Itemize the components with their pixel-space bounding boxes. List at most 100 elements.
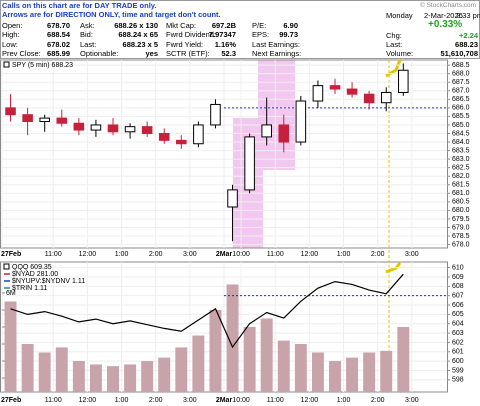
y-tick-label: 610 [452, 264, 464, 271]
x-tick-label: 27Feb [1, 251, 21, 258]
y-tick-label: 598 [452, 377, 464, 384]
quote-label: Ask: [80, 21, 95, 30]
candle-body [398, 69, 409, 93]
y-tick-label: 681.0 [452, 190, 470, 197]
candle-body [244, 136, 255, 191]
summary-label: Volume: [386, 49, 414, 58]
volume-bar [226, 284, 239, 392]
y-tick-label: 606 [452, 302, 464, 309]
y-tick-label: 601 [452, 349, 464, 356]
volume-bar [363, 352, 376, 392]
quote-value: 688.54 [47, 30, 70, 40]
x-tick-label: 11:00 [45, 397, 62, 404]
volume-bar [158, 357, 171, 392]
candle-body [278, 124, 290, 143]
quote-value: 678.02 [47, 39, 70, 49]
y-tick-label: 684.5 [452, 130, 470, 137]
y-tick-label: 607 [452, 293, 464, 300]
volume-bar [294, 344, 307, 392]
legend-swatch [3, 61, 10, 68]
y-tick-label: 687.5 [452, 79, 470, 86]
summary-label: Chg: [386, 31, 402, 40]
quote-value: 697.2B [211, 21, 236, 30]
y-tick-label: 605 [452, 311, 464, 318]
candle-body [261, 124, 272, 138]
volume-bar [243, 327, 256, 392]
candle-body [210, 103, 221, 126]
volume-bar [38, 352, 51, 392]
x-tick-label: 2Mar [216, 397, 233, 404]
y-tick-label: 600 [452, 358, 464, 365]
y-tick-label: 599 [452, 367, 464, 374]
y-tick-label: 687.0 [452, 88, 470, 95]
volume-bar [175, 347, 188, 392]
volume-bar [209, 309, 222, 392]
y-tick-label: 685.5 [452, 113, 470, 120]
quote-label: Low: [2, 39, 18, 49]
x-tick-label: 3:00 [183, 397, 197, 404]
x-tick-label: 11:00 [267, 397, 284, 404]
volume-bar [107, 366, 119, 392]
y-tick-label: 678.5 [452, 233, 470, 240]
quote-value: 1.16% [214, 39, 236, 49]
legend-label: $NYUPV:$NYDNV 1.11 [12, 278, 85, 285]
candle-body [312, 85, 324, 102]
y-tick-label: 682.5 [452, 165, 470, 172]
volume-bar [192, 335, 205, 392]
x-tick-label: 11:00 [45, 251, 62, 258]
quote-value: 688.24 x 65 [118, 30, 158, 40]
y-tick-label: 680.5 [452, 199, 470, 206]
quote-label: Last Earnings: [252, 39, 300, 49]
x-tick-label: 1:00 [115, 251, 129, 258]
volume-bar [89, 364, 102, 392]
legend-label: $NYAD 281.00 [12, 271, 58, 278]
x-tick-label: 12:00 [79, 251, 97, 258]
volume-bar [55, 347, 68, 392]
y2-tick-label: 6M [6, 290, 16, 297]
volume-bar [329, 361, 341, 392]
volume-bar [260, 318, 273, 392]
candle-body [363, 93, 375, 104]
volume-bar [346, 357, 359, 392]
candle-body [158, 132, 170, 141]
y-tick-label: 609 [452, 274, 464, 281]
summary-value: +2.24 [459, 31, 478, 40]
y-tick-label: 679.5 [452, 216, 470, 223]
candle-body [295, 100, 307, 143]
y-tick-label: 686.0 [452, 105, 470, 112]
x-tick-label: 3:00 [183, 251, 197, 258]
volume-bar [277, 340, 290, 392]
candle-body [90, 124, 102, 131]
quote-label: P/E: [252, 21, 267, 30]
x-tick-label: 1:00 [115, 397, 129, 404]
volume-bar [4, 301, 17, 392]
highlight-zone [258, 60, 295, 170]
y-tick-label: 604 [452, 321, 464, 328]
candle-body [141, 126, 153, 134]
x-tick-label: 1:00 [337, 251, 351, 258]
x-tick-label: 2:00 [371, 397, 385, 404]
summary-value: 688.23 [455, 40, 478, 49]
x-tick-label: 2:00 [149, 251, 163, 258]
quote-value: 7.97347 [208, 30, 236, 40]
volume-bar [311, 352, 324, 392]
candle-body [73, 122, 85, 131]
x-tick-label: 10:00 [232, 251, 250, 258]
date: Monday [386, 11, 413, 20]
x-tick-label: 2:00 [371, 251, 385, 258]
y-tick-label: 683.0 [452, 156, 470, 163]
x-tick-label: 27Feb [1, 397, 21, 404]
quote-value: 6.90 [283, 21, 298, 30]
x-tick-label: 2Mar [216, 251, 233, 258]
quote-value: 52.3 [221, 48, 236, 58]
y-tick-label: 603 [452, 330, 464, 337]
y-tick-label: 684.0 [452, 139, 470, 146]
y-tick-label: 685.0 [452, 122, 470, 129]
date: 2-Mar-2026 [424, 11, 463, 20]
y-tick-label: 680.0 [452, 207, 470, 214]
y-tick-label: 608 [452, 283, 464, 290]
quote-value: 685.99 [47, 48, 70, 58]
y-tick-label: 679.0 [452, 224, 470, 231]
quote-value: yes [145, 48, 158, 58]
volume-bar [397, 327, 410, 392]
